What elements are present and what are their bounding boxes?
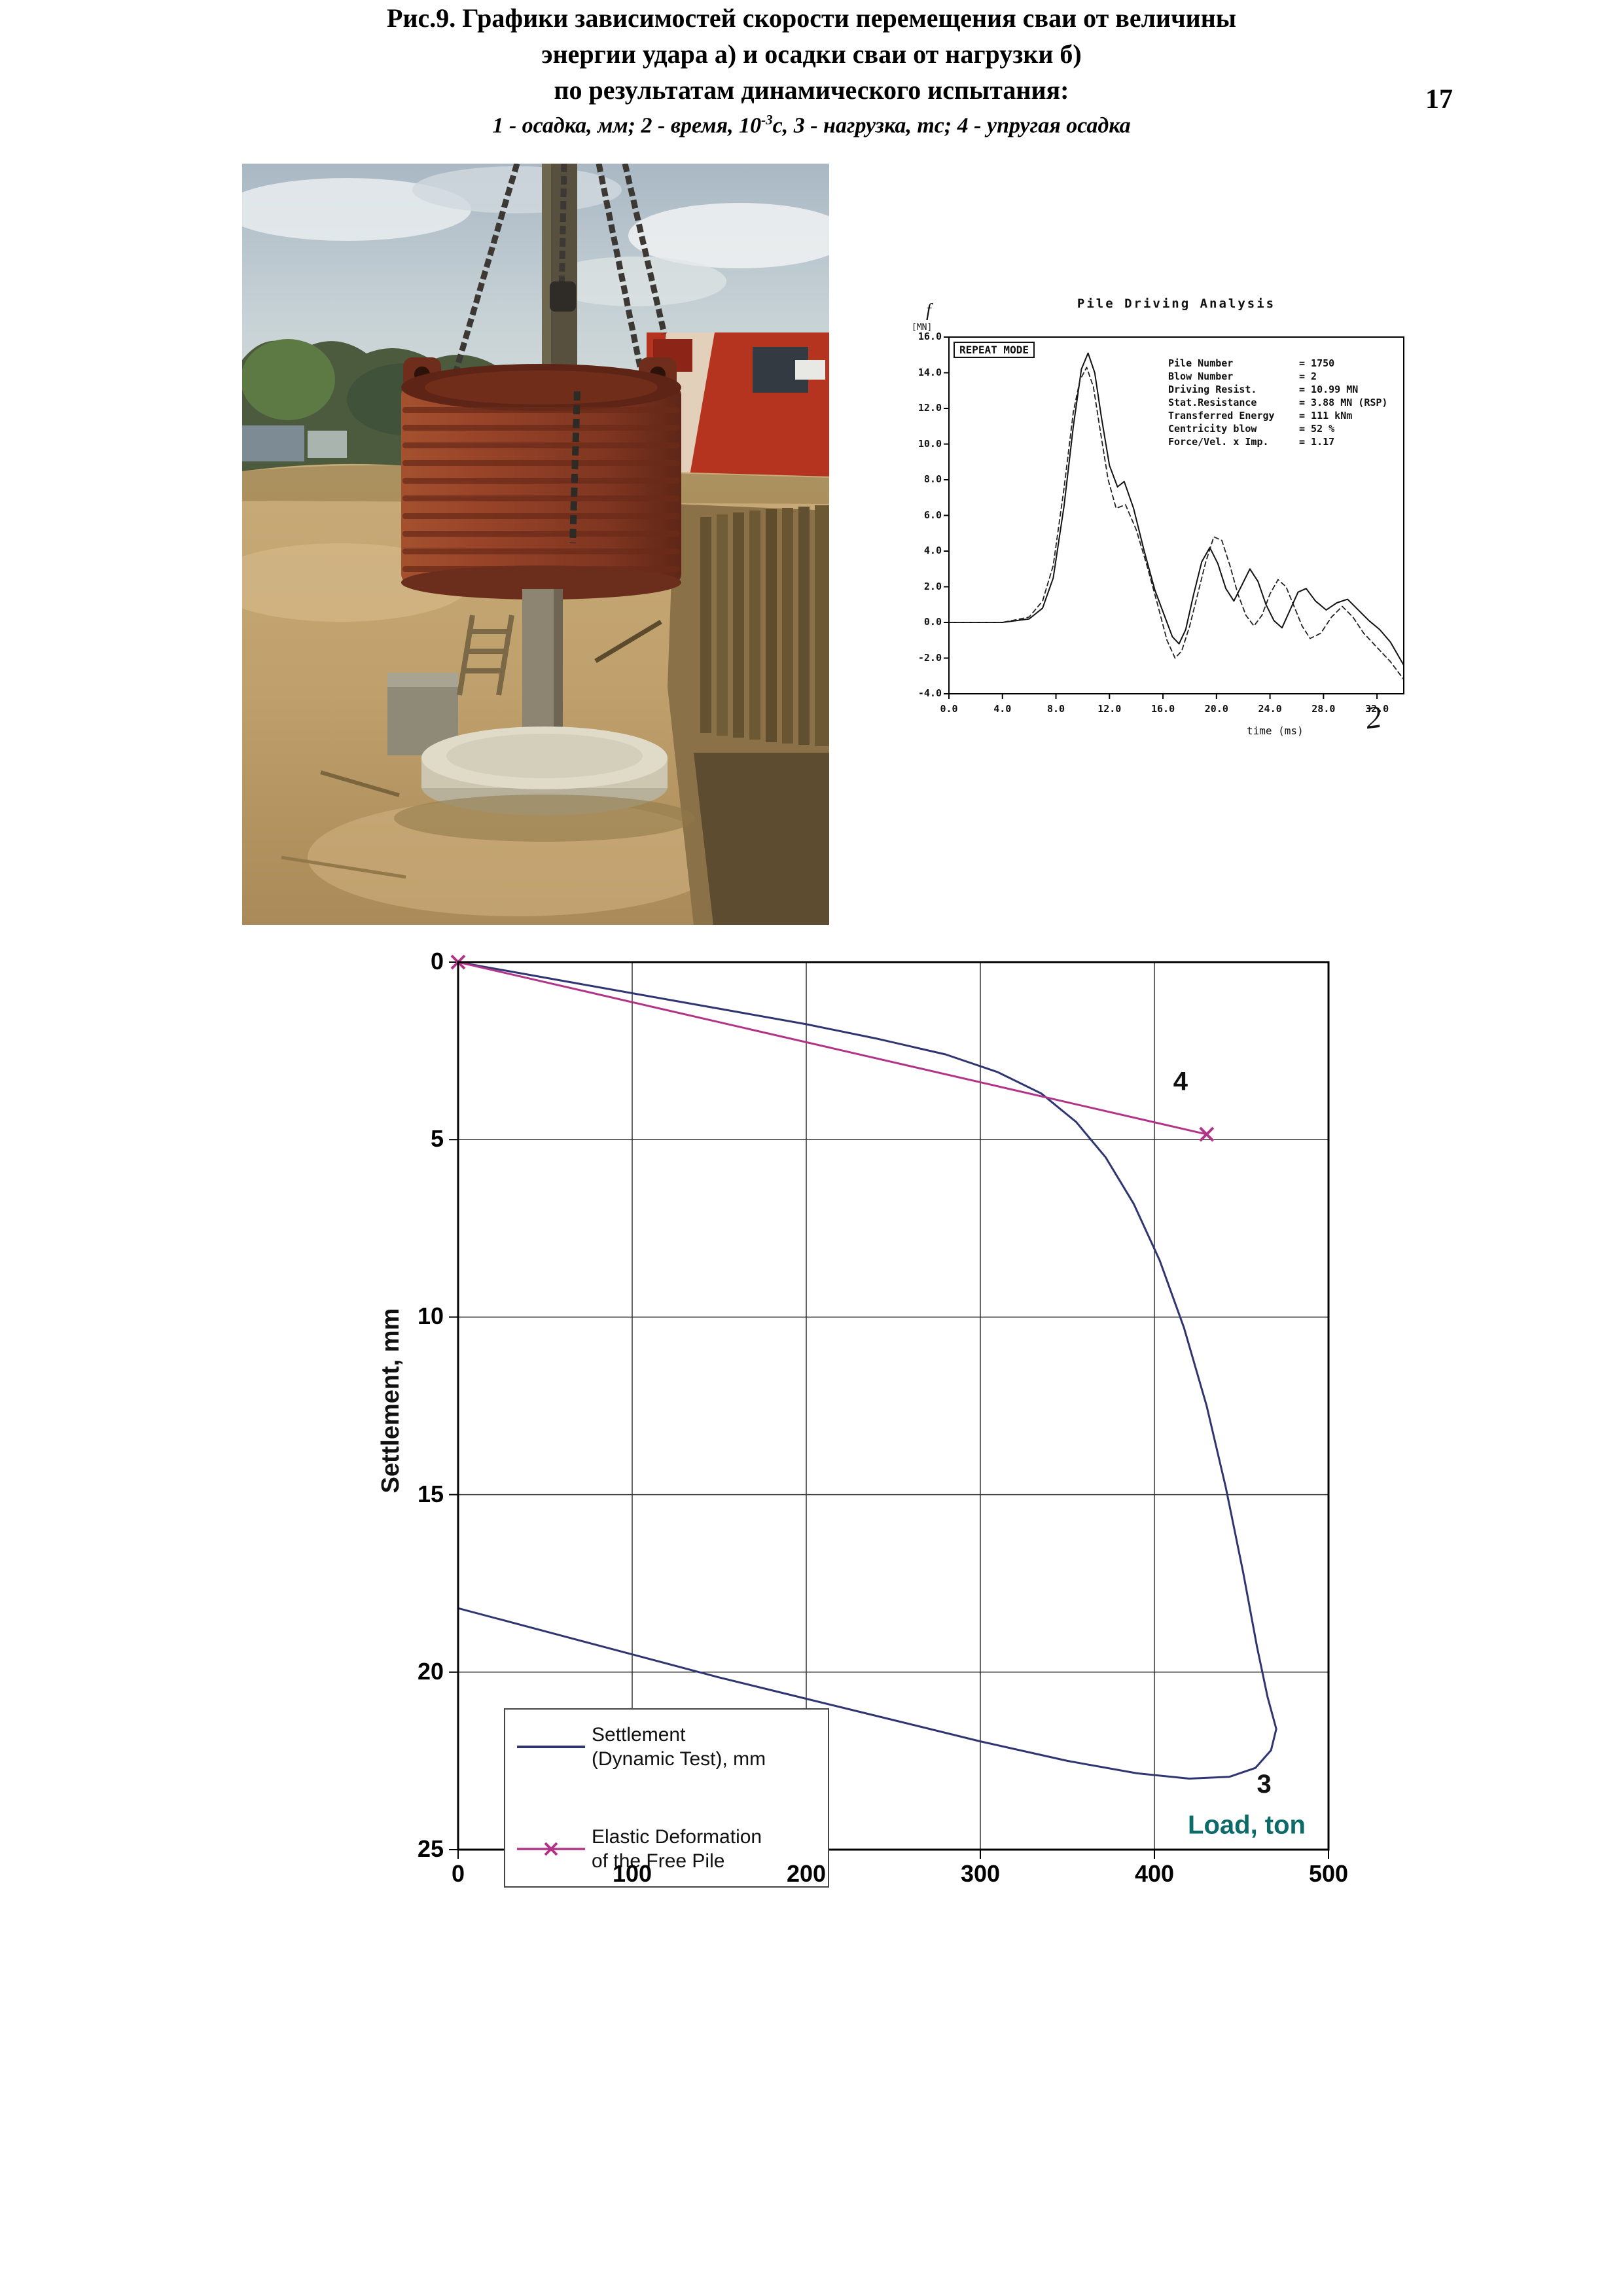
pda-ytick-label: 10.0 [918, 437, 942, 450]
figure-caption: Рис.9. Графики зависимостей скорости пер… [0, 0, 1623, 138]
pda-ytick-label: 0.0 [923, 616, 942, 628]
pda-waveform-plot [944, 336, 1404, 699]
pda-ytick-label: 6.0 [923, 509, 942, 521]
pda-xtick-label: 8.0 [1046, 703, 1065, 715]
legend-line-sample-elastic [517, 1842, 585, 1856]
legend-label-elastic: Elastic Deformation of the Free Pile [592, 1826, 762, 1872]
pda-readout-row: Force/Vel. x Imp. = 1.17 [1168, 435, 1397, 448]
pda-readout-label: Transferred Energy [1168, 410, 1275, 422]
caption-line-1: Рис.9. Графики зависимостей скорости пер… [387, 3, 1236, 33]
legend-line-sample-settlement [517, 1746, 585, 1748]
pda-readout-label: Blow Number [1168, 370, 1234, 382]
pda-readout-label: Centricity blow [1168, 423, 1257, 435]
pda-readout-value: = 52 % [1299, 423, 1335, 435]
pda-ytick-label: 16.0 [918, 331, 942, 342]
svg-text:4: 4 [1173, 1067, 1188, 1096]
pda-readout-value: = 2 [1299, 370, 1317, 382]
pda-chart-title: Pile Driving Analysis [1077, 296, 1276, 311]
pda-readout-row: Driving Resist. = 10.99 MN [1168, 383, 1397, 396]
caption-line-3: по результатам динамического испытания: [554, 75, 1069, 105]
pda-ytick-label: 8.0 [923, 473, 942, 485]
pda-xtick-label: 4.0 [993, 703, 1012, 715]
main-chart-ytick-label: 0 [430, 948, 444, 975]
pda-ytick-label: 12.0 [918, 402, 942, 414]
pda-xtick-label: 20.0 [1204, 703, 1228, 715]
pda-xtick-label: 32.0 [1365, 703, 1389, 715]
page-number: 17 [1425, 84, 1453, 115]
pda-ytick-label: -2.0 [918, 651, 942, 664]
photo-trench [668, 504, 829, 925]
pda-mode-label: REPEAT MODE [954, 342, 1035, 358]
pda-ytick-label: 2.0 [923, 580, 942, 592]
pda-readout-value: = 1750 [1299, 357, 1335, 369]
photo-hook-block [550, 281, 576, 312]
pda-xtick-label: 24.0 [1258, 703, 1282, 715]
main-chart-xtick-label: 200 [786, 1860, 827, 1887]
svg-text:3: 3 [1257, 1770, 1271, 1799]
pda-chart: Pile Driving Analysis f [MN] REPEAT MODE… [906, 291, 1440, 759]
photo-pile-and-cap [394, 589, 695, 842]
settlement-chart: Settlement, mm 4 3 Load, ton Settlement (D… [353, 936, 1374, 1918]
photo-chains [448, 164, 668, 387]
settlement-chart-plot: 4 3 Load, ton [449, 954, 1330, 1859]
caption-line-2: энергии удара а) и осадки сваи от нагруз… [541, 39, 1082, 69]
main-chart-ytick-label: 15 [417, 1480, 444, 1507]
legend-entry-settlement: Settlement (Dynamic Test), mm [512, 1723, 821, 1771]
photo-front-chain [569, 391, 580, 544]
pda-readout-label: Driving Resist. [1168, 384, 1257, 395]
main-chart-ytick-label: 10 [417, 1302, 444, 1330]
main-chart-ytick-label: 25 [417, 1835, 444, 1862]
pda-ytick-label: 14.0 [918, 366, 942, 378]
legend-label-settlement: Settlement (Dynamic Test), mm [592, 1724, 766, 1770]
pda-xtick-label: 12.0 [1097, 703, 1122, 715]
settlement-chart-legend: Settlement (Dynamic Test), mm Elastic De… [504, 1708, 829, 1888]
legend-entry-elastic: Elastic Deformation of the Free Pile [512, 1825, 821, 1873]
main-chart-xtick-label: 0 [451, 1860, 465, 1887]
pda-ytick-label: 4.0 [923, 545, 942, 556]
pda-ytick-label: -4.0 [918, 687, 942, 699]
pda-readout-row: Centricity blow = 52 % [1168, 422, 1397, 435]
main-chart-xtick-label: 500 [1308, 1860, 1349, 1887]
pda-x-axis-label: time (ms) [1247, 725, 1304, 737]
main-chart-xtick-label: 100 [612, 1860, 652, 1887]
photo-debris [281, 619, 662, 879]
pda-readout-value: = 10.99 MN [1299, 384, 1359, 395]
photo-foreground-objects [387, 615, 514, 755]
main-chart-xtick-label: 300 [960, 1860, 1001, 1887]
photo-drum [401, 357, 681, 600]
pda-readout-row: Pile Number = 1750 [1168, 357, 1397, 370]
pda-readout-value: = 111 kNm [1299, 410, 1353, 422]
pda-axis-unit: [MN] [912, 323, 933, 332]
caption-line-4: 1 - осадка, мм; 2 - время, 10-3с, 3 - на… [492, 112, 1131, 138]
pda-readout-row: Transferred Energy = 111 kNm [1168, 409, 1397, 422]
main-chart-xtick-label: 400 [1134, 1860, 1175, 1887]
main-chart-ytick-label: 20 [417, 1657, 444, 1685]
site-photo [242, 164, 829, 925]
pda-readout-value: = 3.88 MN (RSP) [1299, 397, 1388, 408]
pda-axis-symbol: f [926, 300, 931, 321]
pda-readout-value: = 1.17 [1299, 436, 1335, 448]
pda-readout-label: Force/Vel. x Imp. [1168, 436, 1269, 448]
pda-readout-row: Blow Number = 2 [1168, 370, 1397, 383]
pda-xtick-label: 16.0 [1150, 703, 1175, 715]
pda-readouts: Pile Number = 1750 Blow Number = 2 Driving R… [1168, 357, 1397, 448]
main-chart-ytick-label: 5 [430, 1125, 444, 1153]
pda-readout-label: Stat.Resistance [1168, 397, 1257, 408]
pda-readout-row: Stat.Resistance = 3.88 MN (RSP) [1168, 396, 1397, 409]
pda-xtick-label: 28.0 [1311, 703, 1336, 715]
pda-readout-label: Pile Number [1168, 357, 1234, 369]
pda-xtick-label: 0.0 [940, 703, 958, 715]
svg-text:Load, ton: Load, ton [1188, 1811, 1306, 1840]
